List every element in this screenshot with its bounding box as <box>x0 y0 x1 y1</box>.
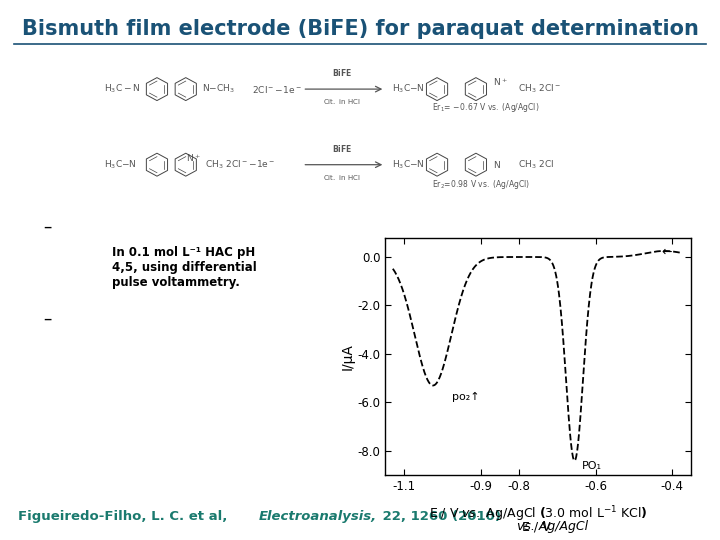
Y-axis label: I/μA: I/μA <box>341 343 354 370</box>
Text: po₂↑: po₂↑ <box>452 392 480 402</box>
Text: $\rm N$: $\rm N$ <box>493 159 501 170</box>
Text: $\rm CH_3\ 2Cl^-$: $\rm CH_3\ 2Cl^-$ <box>518 83 561 96</box>
Text: vs. Ag/AgCl: vs. Ag/AgCl <box>485 521 592 534</box>
Text: $\rm H_3C{-}N$: $\rm H_3C{-}N$ <box>392 83 426 96</box>
Text: $\rm Er_2\!=\!0.98\ V\ vs.\ (Ag/AgCl)$: $\rm Er_2\!=\!0.98\ V\ vs.\ (Ag/AgCl)$ <box>432 178 530 191</box>
Text: $\rm Cit.\ in\ HCl$: $\rm Cit.\ in\ HCl$ <box>323 173 361 182</box>
Text: $\rm H_3C{-}N$: $\rm H_3C{-}N$ <box>104 158 138 171</box>
Text: $\rm N^+$: $\rm N^+$ <box>186 152 200 164</box>
Text: $\rm N{-}CH_3$: $\rm N{-}CH_3$ <box>202 83 235 96</box>
Text: 22, 1260 (2010): 22, 1260 (2010) <box>378 510 501 523</box>
Text: $\bf{BiFE}$: $\bf{BiFE}$ <box>332 68 352 78</box>
Text: $\rm H_3C{-}N$: $\rm H_3C{-}N$ <box>392 158 426 171</box>
Text: –: – <box>43 218 52 236</box>
Text: $\rm CH_3\ 2Cl^-\!-\!1e^-$: $\rm CH_3\ 2Cl^-\!-\!1e^-$ <box>205 158 276 171</box>
Text: $\rm Er_1\!=\!-0.67\ V\ vs.\ (Ag/AgCl)$: $\rm Er_1\!=\!-0.67\ V\ vs.\ (Ag/AgCl)$ <box>432 102 539 114</box>
Text: Electroanalysis,: Electroanalysis, <box>259 510 377 523</box>
Text: –: – <box>43 309 52 328</box>
Text: Figueiredo-Filho, L. C. et al,: Figueiredo-Filho, L. C. et al, <box>18 510 232 523</box>
Text: $\rm N^+$: $\rm N^+$ <box>493 76 508 88</box>
Text: In 0.1 mol L⁻¹ HAC pH
4,5, using differential
pulse voltammetry.: In 0.1 mol L⁻¹ HAC pH 4,5, using differe… <box>112 246 256 289</box>
Text: $\rm 2Cl^-\!-\!1e^-$: $\rm 2Cl^-\!-\!1e^-$ <box>252 84 302 94</box>
Text: ←: ← <box>661 246 672 259</box>
Text: E / V: E / V <box>522 521 554 534</box>
Text: $\rm Cit.\ in\ HCl$: $\rm Cit.\ in\ HCl$ <box>323 97 361 106</box>
Text: $\rm CH_3\ 2Cl$: $\rm CH_3\ 2Cl$ <box>518 158 554 171</box>
Text: PO₁: PO₁ <box>582 461 602 471</box>
Text: $\rm H_3C-N$: $\rm H_3C-N$ <box>104 83 140 96</box>
Text: $\bf{BiFE}$: $\bf{BiFE}$ <box>332 143 352 154</box>
Text: E / V $\it{vs.}$ Ag/AgCl $\bf{(}$3.0 mol L$^{-1}$ KCl$\bf{)}$: E / V $\it{vs.}$ Ag/AgCl $\bf{(}$3.0 mol… <box>429 505 647 524</box>
Text: Bismuth film electrode (BiFE) for paraquat determination: Bismuth film electrode (BiFE) for paraqu… <box>22 19 698 39</box>
